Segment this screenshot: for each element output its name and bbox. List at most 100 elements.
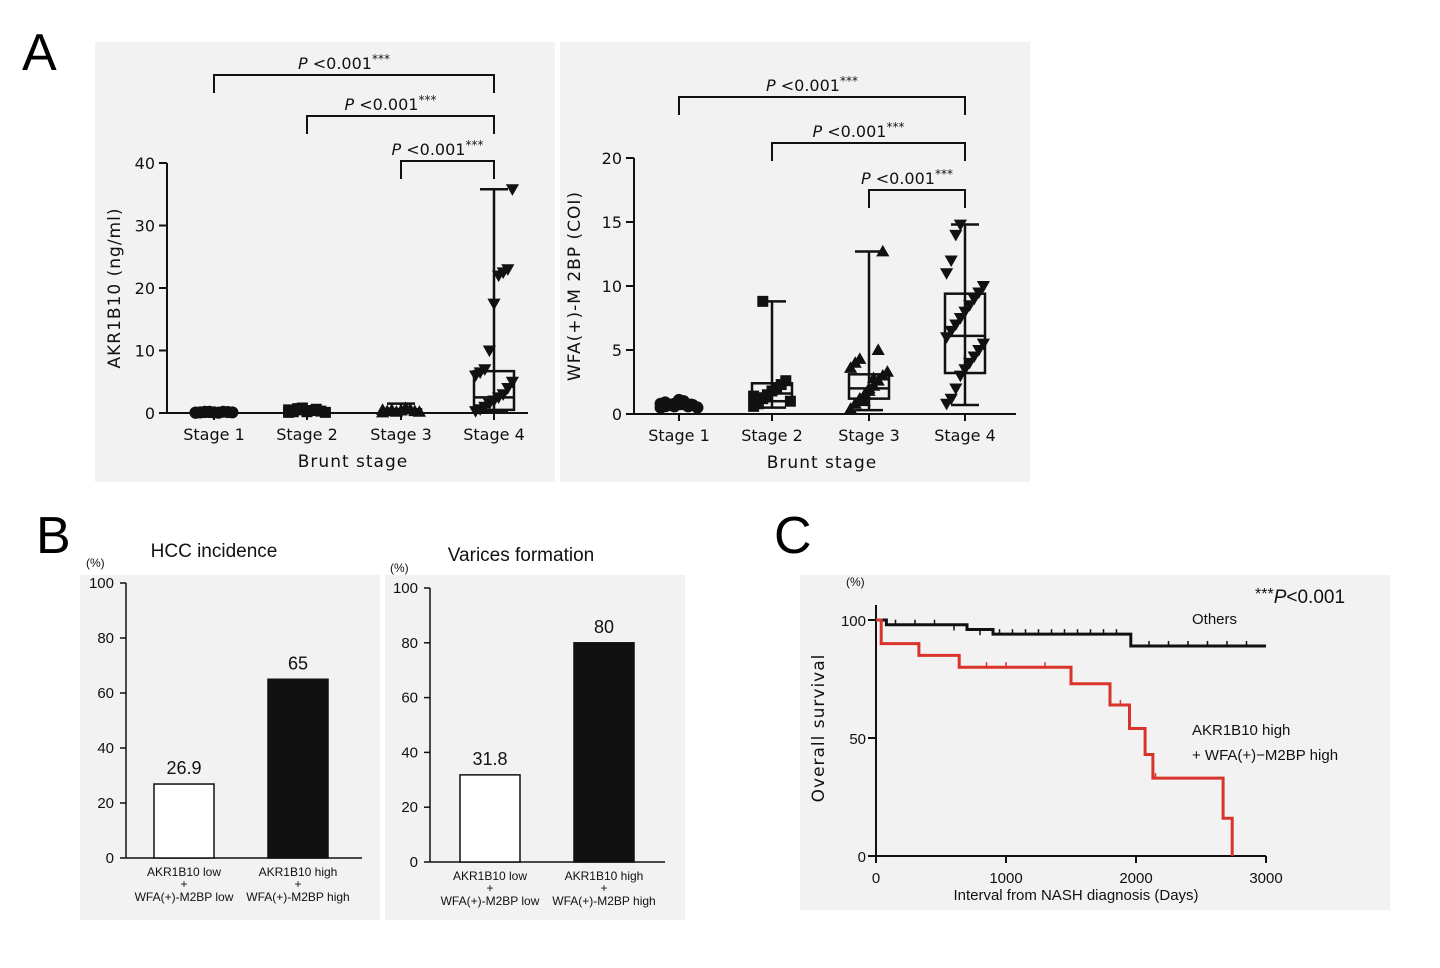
p-value-label: P <0.001*** [345,93,437,114]
x-tick-label: 3000 [1249,870,1282,887]
data-point [867,371,881,384]
y-tick-label: 100 [393,580,418,597]
data-point [784,395,796,407]
data-point [949,383,963,395]
data-point [944,393,958,406]
chart-title: Varices formation [448,545,594,566]
y-axis-label: WFA(+)-M 2BP (COI) [565,191,585,381]
x-tick-label: 2000 [1119,870,1152,887]
plot-background [80,575,380,920]
data-point [958,306,972,319]
data-label: 26.9 [166,758,201,778]
bar [573,642,635,863]
data-point [972,287,986,299]
data-point [871,343,885,355]
significance-bracket [400,160,495,179]
data-point [319,406,331,418]
data-point [292,403,304,415]
x-tick-label: Stage 3 [838,426,900,445]
y-tick-label: 0 [145,404,155,423]
y-tick-label: 0 [410,854,418,871]
data-point [944,255,958,267]
x-tick-label: 1000 [989,870,1022,887]
y-tick-label: 5 [612,341,622,360]
y-tick-label: 0 [858,849,866,866]
x-category-label: WFA(+)-M2BP high [246,890,349,904]
data-point [949,319,963,331]
data-point [748,390,760,402]
data-point [967,351,981,363]
x-tick-label: Stage 1 [183,425,245,444]
p-value-label: ***P<0.001 [1255,586,1345,608]
x-category-label: WFA(+)-M2BP low [135,890,234,904]
plot-background [560,42,1030,482]
x-category-label: + [180,877,187,891]
panel-label-c: C [774,507,812,565]
x-category-label: WFA(+)-M2BP low [441,894,540,908]
data-point [780,375,792,387]
data-point [880,365,894,377]
x-category-label: AKR1B10 high [259,865,338,879]
bar [267,678,329,859]
significance-bracket [868,189,966,208]
bar [459,774,521,863]
y-tick-label: 40 [97,740,114,757]
survival-curve-high [876,618,1234,856]
p-value-label: P <0.001*** [813,120,905,141]
x-tick-label: 0 [872,870,880,887]
panel-label-b: B [36,507,71,565]
significance-bracket [771,142,966,161]
significance-bracket [678,96,966,115]
y-tick-label: 50 [849,731,866,748]
data-point [691,401,704,414]
x-axis-label: Brunt stage [298,452,408,472]
data-point [976,338,990,351]
x-tick-label: Stage 1 [648,426,710,445]
data-point [963,300,977,312]
data-point [958,364,972,376]
data-point [757,295,769,307]
data-point [940,332,954,344]
x-category-label: AKR1B10 high [565,869,644,883]
y-tick-label: 80 [97,630,114,647]
data-label: 80 [594,617,614,637]
x-tick-label: Stage 3 [370,425,432,444]
x-tick-label: Stage 4 [934,426,996,445]
data-point [967,293,981,306]
data-point [876,244,890,257]
data-point [953,219,967,232]
data-label: 65 [288,653,308,673]
chart-title: HCC incidence [151,541,278,562]
series-label-others: Others [1192,611,1237,628]
chart-wfa-m2bp-boxplot: 0 5 10 15 20 Stage 1 Stage 2 Stage 3 Stage 4 Brun… [560,42,1030,482]
y-unit-label: (%) [846,575,865,589]
data-point [853,352,867,364]
data-point [207,406,221,419]
data-point [857,394,871,407]
y-tick-label: 80 [401,635,418,652]
data-point [487,298,501,311]
data-point [963,357,977,370]
y-tick-label: 40 [135,154,155,173]
x-category-label: + [294,877,301,891]
x-category-label: AKR1B10 low [147,865,221,879]
data-point [953,313,967,325]
y-tick-label: 40 [401,744,418,761]
data-point [672,393,686,406]
chart-akr1b10-boxplot: 0 10 20 30 40 Stage 1 Stage 2 Stage 3 Stage 4 Bru… [95,42,555,482]
series-label-high: AKR1B10 high [1192,722,1290,739]
data-point [972,345,986,357]
data-point [478,364,492,376]
data-point [412,405,426,417]
data-point [226,406,239,419]
plot-background [800,575,1390,910]
panel-label-a: A [22,24,57,82]
data-point [505,184,519,196]
x-axis-label: Interval from NASH diagnosis (Days) [953,887,1198,904]
p-value-label: P <0.001*** [861,167,953,188]
data-point [953,370,967,383]
y-unit-label: (%) [86,556,105,570]
y-tick-label: 60 [97,685,114,702]
